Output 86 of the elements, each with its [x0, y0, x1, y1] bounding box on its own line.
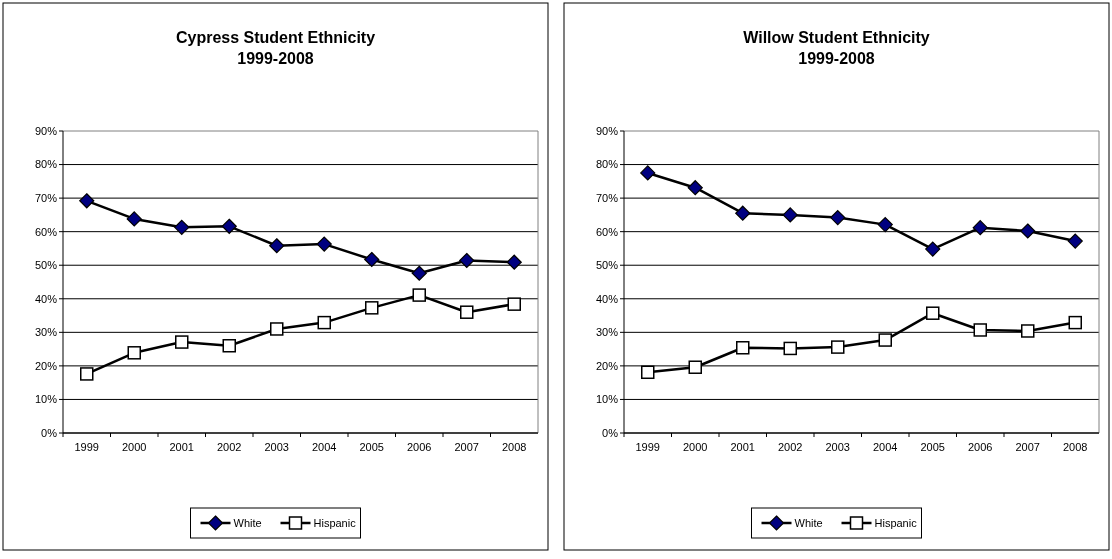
y-tick-label: 40%	[595, 292, 619, 305]
y-tick-label: 60%	[595, 225, 619, 238]
y-tick-label: 80%	[595, 158, 619, 171]
point	[736, 341, 750, 355]
x-tick-label: 2007	[454, 441, 479, 453]
x-tick-label: 2001	[730, 441, 755, 453]
x-tick-label: 2000	[683, 441, 708, 453]
x-tick-label: 2003	[825, 441, 850, 453]
y-tick-label: 80%	[34, 158, 58, 171]
point	[783, 341, 797, 356]
chart-title: Willow Student Ethnicity 1999-2008	[743, 29, 930, 67]
y-tick-label: 50%	[595, 259, 619, 272]
y-tick-label: 0%	[602, 426, 619, 439]
x-tick-label: 2004	[312, 441, 337, 453]
point	[79, 193, 95, 209]
point	[877, 217, 893, 233]
point	[221, 218, 237, 234]
y-tick-label: 10%	[34, 393, 58, 406]
y-tick-label: 0%	[41, 426, 58, 439]
x-tick-label: 2006	[407, 441, 432, 453]
point	[641, 365, 655, 380]
point	[459, 252, 475, 269]
point	[269, 238, 285, 254]
x-tick-label: 2002	[778, 441, 803, 453]
chart-title: Cypress Student Ethnicity 1999-2008	[175, 29, 376, 67]
x-tick-label: 2005	[359, 441, 384, 453]
x-tick-label: 2004	[873, 441, 898, 453]
y-tick-label: 30%	[34, 326, 58, 339]
point	[80, 367, 94, 381]
point	[640, 165, 656, 181]
y-tick-label: 30%	[595, 326, 619, 339]
point	[1068, 315, 1082, 330]
x-tick-label: 2008	[502, 441, 527, 453]
point	[317, 315, 331, 330]
x-tick-label: 2005	[920, 441, 945, 453]
legend-label: White	[233, 516, 262, 529]
point	[688, 360, 702, 374]
x-tick-label: 2000	[122, 441, 147, 453]
point	[926, 306, 940, 320]
point	[412, 288, 426, 302]
legend-label: White	[794, 516, 823, 529]
x-tick-label: 2002	[217, 441, 242, 453]
point	[175, 335, 189, 349]
point	[1020, 223, 1036, 239]
y-tick-label: 60%	[34, 225, 58, 238]
point	[460, 305, 474, 319]
point	[1021, 324, 1035, 338]
y-tick-label: 10%	[595, 393, 619, 406]
point	[365, 301, 379, 315]
legend-label: Hispanic	[313, 516, 357, 529]
y-tick-label: 40%	[34, 292, 58, 305]
y-tick-label: 50%	[34, 259, 58, 272]
x-tick-label: 2006	[968, 441, 993, 453]
x-tick-label: 1999	[635, 441, 660, 453]
x-tick-label: 2003	[264, 441, 289, 453]
point	[506, 254, 522, 270]
x-tick-label: 2007	[1015, 441, 1040, 453]
y-tick-label: 70%	[34, 191, 58, 204]
point	[878, 333, 892, 347]
y-tick-label: 90%	[34, 124, 58, 137]
legend-label: Hispanic	[874, 516, 918, 529]
point	[735, 205, 751, 221]
point	[126, 211, 142, 227]
point	[174, 219, 190, 235]
point	[687, 180, 703, 196]
point	[831, 340, 845, 354]
point	[1067, 233, 1083, 249]
x-tick-label: 1999	[74, 441, 99, 453]
point	[411, 265, 427, 281]
point	[925, 241, 941, 257]
point	[127, 346, 141, 360]
point	[316, 236, 332, 252]
x-tick-label: 2008	[1063, 441, 1088, 453]
y-tick-label: 20%	[595, 359, 619, 372]
y-tick-label: 90%	[595, 124, 619, 137]
point	[222, 339, 236, 353]
y-tick-label: 20%	[34, 359, 58, 372]
point	[270, 322, 284, 336]
x-tick-label: 2001	[169, 441, 194, 453]
y-tick-label: 70%	[595, 191, 619, 204]
point	[782, 207, 798, 223]
point	[507, 297, 521, 311]
point	[830, 209, 846, 226]
point	[364, 251, 380, 268]
point	[972, 220, 988, 236]
point	[973, 323, 987, 337]
